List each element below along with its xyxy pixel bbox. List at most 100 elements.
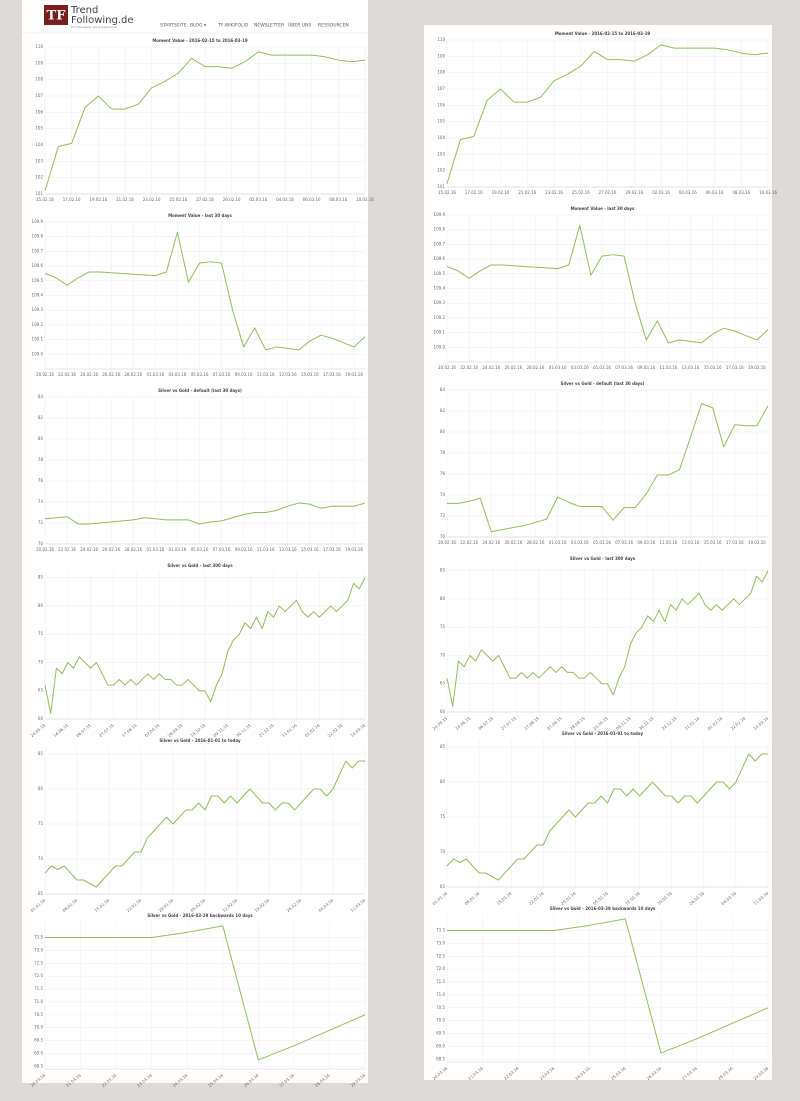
x-tick-label: 15.03.16 xyxy=(301,547,319,552)
y-tick-label: 109.0 xyxy=(434,344,446,349)
x-tick-label: 17.03.16 xyxy=(323,372,341,377)
x-tick-label: 28.02.16 xyxy=(124,547,142,552)
x-tick-label: 05.03.16 xyxy=(191,372,209,377)
y-tick-label: 78 xyxy=(38,457,44,462)
y-tick-label: 108 xyxy=(437,70,445,75)
x-tick-label: 28.02.16 xyxy=(124,372,142,377)
x-tick-label: 17.03.16 xyxy=(323,547,341,552)
y-tick-label: 74 xyxy=(38,499,44,504)
x-tick-label: 23.02.16 xyxy=(545,190,563,195)
x-tick-label: 09.03.16 xyxy=(637,540,655,545)
x-tick-label: 22.02.16 xyxy=(58,372,76,377)
chart-title: Moment Value - 2016-02-15 to 2016-03-19 xyxy=(152,38,248,43)
y-tick-label: 107 xyxy=(437,86,445,91)
x-tick-label: 24.02.16 xyxy=(80,372,98,377)
y-tick-label: 71.0 xyxy=(436,992,445,997)
y-tick-label: 65 xyxy=(440,681,446,686)
y-tick-label: 109.0 xyxy=(32,351,44,356)
y-tick-label: 109.7 xyxy=(32,248,44,253)
y-tick-label: 103 xyxy=(35,158,43,163)
y-tick-label: 109.1 xyxy=(434,330,446,335)
x-tick-label: 02.03.16 xyxy=(652,190,670,195)
y-tick-label: 65 xyxy=(38,688,44,693)
x-tick-label: 13.03.16 xyxy=(279,547,297,552)
nav-item[interactable]: RESSOURCEN xyxy=(318,23,349,29)
y-tick-label: 76 xyxy=(38,478,44,483)
y-tick-label: 80 xyxy=(38,436,44,441)
y-tick-label: 109.6 xyxy=(434,256,446,261)
x-tick-label: 15.02.16 xyxy=(36,197,54,202)
x-tick-label: 15.02.16 xyxy=(438,190,456,195)
x-tick-label: 07.03.16 xyxy=(213,372,231,377)
x-tick-label: 20.02.16 xyxy=(36,547,54,552)
y-tick-label: 109.3 xyxy=(434,300,446,305)
line-series xyxy=(447,918,769,1054)
y-tick-label: 106 xyxy=(35,109,43,114)
y-tick-label: 70.5 xyxy=(34,1012,43,1017)
brand-line[interactable]: Following.de xyxy=(71,15,134,26)
x-tick-label: 01.03.16 xyxy=(549,365,567,370)
chart-title: Silver vs Gold - default (last 30 days) xyxy=(158,388,242,393)
line-series xyxy=(446,44,769,184)
logo[interactable]: TF xyxy=(47,9,67,24)
chart-title: Moment Value - 2016-02-15 to 2016-03-19 xyxy=(555,31,651,36)
y-tick-label: 75 xyxy=(38,631,44,636)
y-tick-label: 69.0 xyxy=(436,1044,445,1049)
y-tick-label: 73.5 xyxy=(436,927,445,932)
x-tick-label: 27.02.16 xyxy=(599,190,617,195)
y-tick-label: 109.5 xyxy=(32,278,44,283)
y-tick-label: 109.3 xyxy=(32,307,44,312)
x-tick-label: 27.02.16 xyxy=(196,197,214,202)
y-tick-label: 72.5 xyxy=(34,960,43,965)
chart-title: Silver vs Gold - default (last 30 days) xyxy=(561,381,645,386)
nav-item[interactable]: TF-WIKIFOLIO xyxy=(217,23,249,29)
x-tick-label: 11.03.16 xyxy=(659,365,677,370)
x-tick-label: 23.02.16 xyxy=(143,197,161,202)
y-tick-label: 72 xyxy=(440,513,446,518)
x-tick-label: 11.03.16 xyxy=(257,547,275,552)
x-tick-label: 03.03.16 xyxy=(169,372,187,377)
x-tick-label: 17.02.16 xyxy=(465,190,483,195)
y-tick-label: 72.5 xyxy=(436,953,445,958)
nav-item[interactable]: NEWSLETTER xyxy=(254,23,284,29)
x-tick-label: 06.03.16 xyxy=(303,197,321,202)
y-tick-label: 109.4 xyxy=(32,293,44,298)
y-tick-label: 109.5 xyxy=(434,271,446,276)
x-tick-label: 01.03.16 xyxy=(549,540,567,545)
y-tick-label: 72.0 xyxy=(34,973,43,978)
y-tick-label: 68.5 xyxy=(436,1056,445,1061)
y-tick-label: 80 xyxy=(440,596,446,601)
x-tick-label: 25.02.16 xyxy=(169,197,187,202)
chart-title: Silver vs Gold - 2016-03-29 backwards 10… xyxy=(550,906,656,911)
x-tick-label: 21.02.16 xyxy=(518,190,536,195)
nav-item[interactable]: BLOG ▾ xyxy=(190,23,207,29)
nav-item[interactable]: ÜBER UNS xyxy=(288,22,311,29)
x-tick-label: 09.03.16 xyxy=(235,547,253,552)
x-tick-label: 07.03.16 xyxy=(615,365,633,370)
x-tick-label: 03.03.16 xyxy=(571,365,589,370)
y-tick-label: 85 xyxy=(38,575,44,580)
brand-line[interactable]: Trend xyxy=(70,5,98,16)
y-tick-label: 70 xyxy=(38,856,44,861)
x-tick-label: 20.02.16 xyxy=(36,372,54,377)
x-tick-label: 21.02.16 xyxy=(116,197,134,202)
y-tick-label: 76 xyxy=(440,471,446,476)
x-tick-label: 19.02.16 xyxy=(89,197,107,202)
y-tick-label: 80 xyxy=(38,786,44,791)
x-tick-label: 15.03.16 xyxy=(301,372,319,377)
x-tick-label: 17.03.16 xyxy=(726,365,744,370)
logo-box[interactable] xyxy=(44,5,68,25)
y-tick-label: 70 xyxy=(440,652,446,657)
x-tick-label: 17.03.16 xyxy=(726,540,744,545)
x-tick-label: 19.03.16 xyxy=(345,372,363,377)
y-tick-label: 105 xyxy=(437,119,445,124)
y-tick-label: 109.1 xyxy=(32,337,44,342)
x-tick-label: 15.03.16 xyxy=(704,540,722,545)
y-tick-label: 102 xyxy=(35,175,43,180)
x-tick-label: 19.03.16 xyxy=(748,365,766,370)
nav-item[interactable]: STARTSEITE xyxy=(160,23,187,29)
y-tick-label: 70.0 xyxy=(436,1018,445,1023)
y-tick-label: 107 xyxy=(35,93,43,98)
x-tick-label: 13.03.16 xyxy=(682,540,700,545)
